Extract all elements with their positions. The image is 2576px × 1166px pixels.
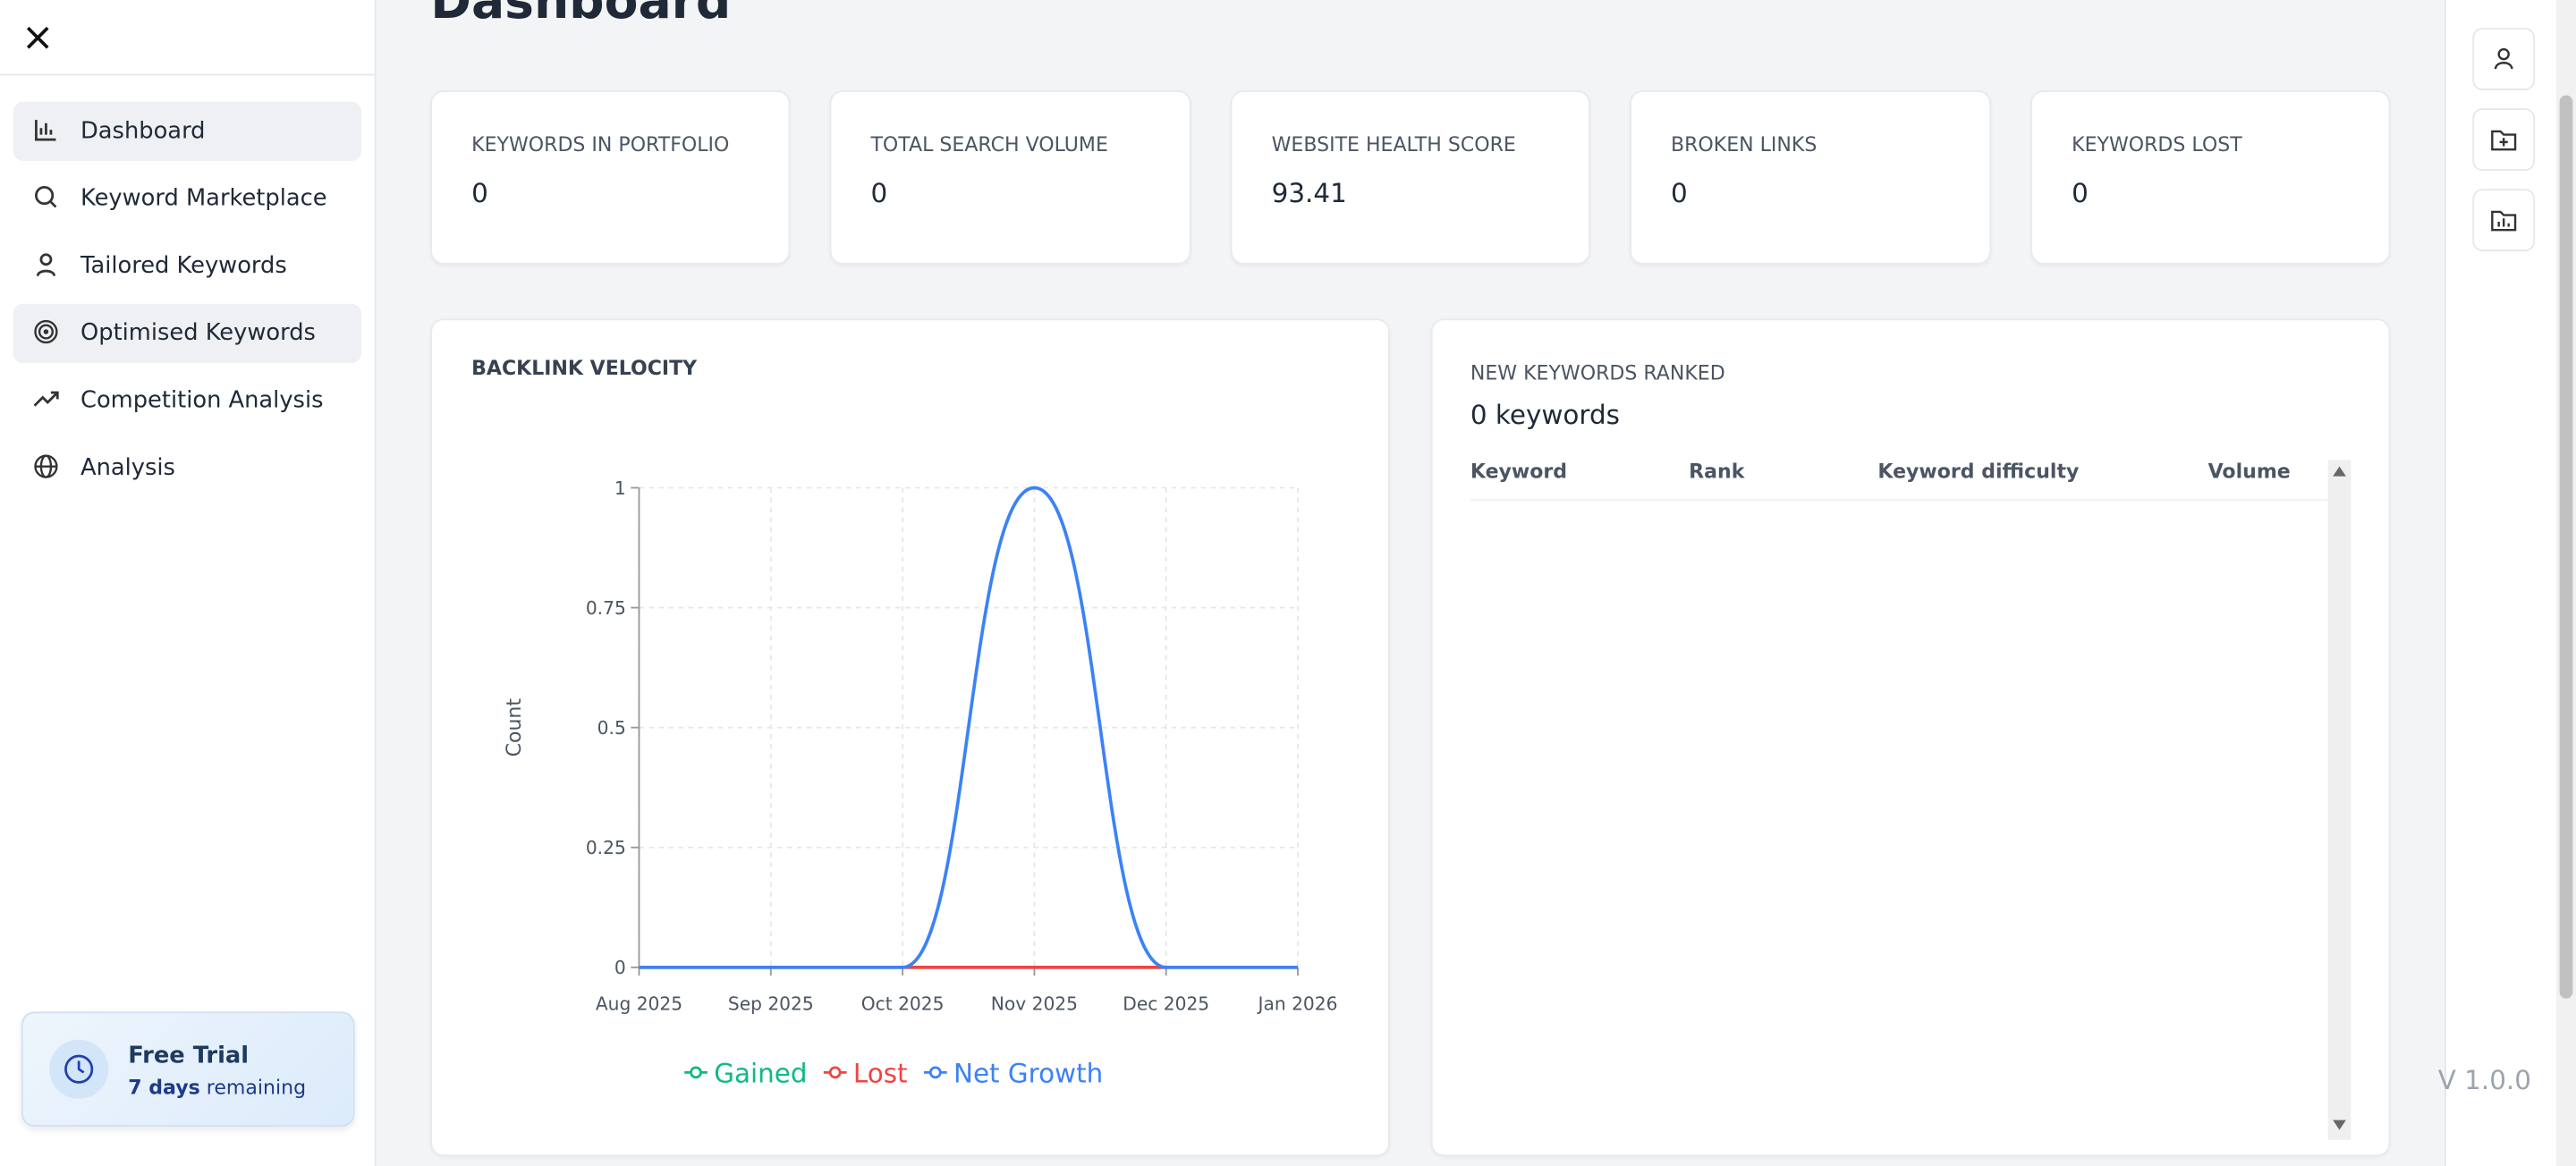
- x-tick-label: Dec 2025: [1123, 993, 1209, 1015]
- trial-card[interactable]: Free Trial 7 days remaining: [21, 1011, 355, 1128]
- keywords-card: NEW KEYWORDS RANKED 0 keywords: [1430, 318, 2391, 1157]
- keywords-title: NEW KEYWORDS RANKED: [1470, 361, 1725, 384]
- stat-label: KEYWORDS IN PORTFOLIO: [471, 132, 730, 156]
- nav-label: Tailored Keywords: [80, 252, 287, 280]
- keywords-count: 0 keywords: [1470, 399, 1620, 431]
- x-tick-label: Oct 2025: [861, 993, 945, 1015]
- profile-button[interactable]: [2472, 28, 2536, 91]
- chart: BACKLINK VELOCITY Count 0 0.25 0.5 0.75 1 Aug…: [471, 358, 1338, 1089]
- y-tick-label: 1: [614, 477, 626, 499]
- nav-item[interactable]: Tailored Keywords: [13, 236, 361, 295]
- column-header: Volume: [2207, 460, 2291, 484]
- nav-item[interactable]: Optimised Keywords: [13, 303, 362, 363]
- nav-item[interactable]: Analysis: [13, 438, 361, 497]
- y-tick-label: 0.25: [586, 837, 626, 858]
- x-tick-label: Nov 2025: [991, 993, 1078, 1015]
- nav-item[interactable]: Competition Analysis: [13, 371, 361, 430]
- x-tick-label: Jan 2026: [1257, 993, 1338, 1015]
- x-tick-label: Sep 2025: [728, 993, 814, 1015]
- stat-card: WEBSITE HEALTH SCORE 93.41: [1230, 90, 1590, 265]
- column-header: Rank: [1689, 460, 1745, 484]
- column-header: Keyword difficulty: [1877, 460, 2080, 484]
- stat-value: 0: [2072, 177, 2089, 209]
- stat-card: TOTAL SEARCH VOLUME 0: [829, 90, 1191, 265]
- stat-label: KEYWORDS LOST: [2072, 132, 2242, 156]
- stat-card: KEYWORDS LOST 0: [2030, 90, 2391, 265]
- trial-title: Free Trial: [128, 1043, 250, 1069]
- nav-label: Optimised Keywords: [80, 320, 316, 347]
- stat-label: BROKEN LINKS: [1670, 132, 1818, 156]
- y-tick-label: 0: [614, 957, 626, 978]
- folder-add-button[interactable]: [2472, 108, 2536, 172]
- sidebar: Dashboard Keyword Marketplace Tailored K…: [0, 0, 377, 1166]
- legend-label: Net Growth: [953, 1058, 1103, 1088]
- nav-label: Dashboard: [80, 118, 206, 145]
- trial-remaining: remaining: [206, 1076, 307, 1099]
- page-scrollbar[interactable]: [2555, 0, 2576, 1166]
- header-divider: [1470, 499, 2328, 502]
- stat-value: 0: [471, 177, 488, 209]
- legend-label: Lost: [853, 1058, 908, 1088]
- folder-chart-button[interactable]: [2472, 189, 2536, 252]
- stat-value: 93.41: [1271, 177, 1347, 209]
- y-tick-label: 0.5: [597, 717, 626, 739]
- stat-value: 0: [870, 177, 888, 209]
- line-series: [639, 486, 1299, 969]
- divider: [0, 73, 375, 76]
- nav-item[interactable]: Keyword Marketplace: [13, 169, 361, 228]
- nav-item[interactable]: Dashboard: [13, 101, 362, 162]
- nav-label: Competition Analysis: [80, 387, 324, 414]
- y-axis-label: Count: [504, 698, 526, 757]
- legend-marker-dot: [690, 1066, 702, 1079]
- stat-card: KEYWORDS IN PORTFOLIO 0: [430, 90, 791, 265]
- version: V 1.0.0: [2437, 1064, 2531, 1096]
- stat-card: BROKEN LINKS 0: [1630, 90, 1992, 265]
- nav-label: Keyword Marketplace: [80, 185, 327, 212]
- legend-marker-dot: [828, 1066, 842, 1079]
- stat-value: 0: [1670, 177, 1688, 209]
- right-rail: [2445, 0, 2558, 1166]
- y-tick-label: 0.75: [586, 597, 626, 619]
- page-title: Dashboard: [430, 0, 732, 31]
- trial-days: 7 days: [128, 1076, 200, 1099]
- stat-label: TOTAL SEARCH VOLUME: [870, 132, 1108, 156]
- column-header: Keyword: [1470, 460, 1568, 484]
- scrollbar[interactable]: [2327, 460, 2351, 1140]
- chart-card: BACKLINK VELOCITY Count 0 0.25 0.5 0.75 1 Aug…: [430, 318, 1390, 1157]
- legend-marker-dot: [928, 1066, 942, 1079]
- clock-icon: [49, 1039, 109, 1099]
- nav-label: Analysis: [80, 454, 175, 482]
- x-tick-label: Aug 2025: [596, 993, 682, 1015]
- close-button[interactable]: [23, 23, 53, 53]
- legend-label: Gained: [714, 1058, 807, 1088]
- stat-label: WEBSITE HEALTH SCORE: [1271, 132, 1516, 156]
- chart-title: BACKLINK VELOCITY: [471, 358, 698, 380]
